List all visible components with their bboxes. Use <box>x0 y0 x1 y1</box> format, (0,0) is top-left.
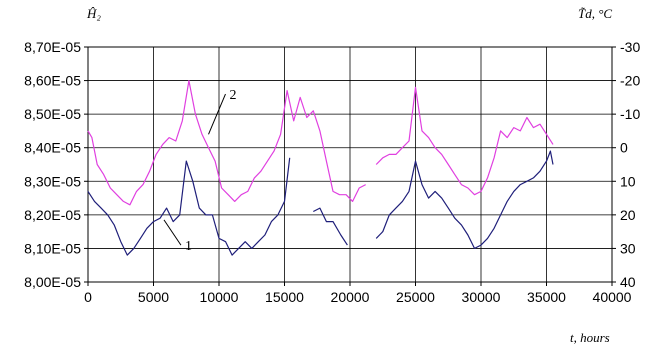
y-right-tick-label: 20 <box>620 207 636 223</box>
y-right-tick-label: -20 <box>620 73 640 89</box>
series-lines <box>87 79 554 256</box>
x-axis-title: t, hours <box>570 330 610 345</box>
callout-label: 1 <box>185 239 192 254</box>
grid <box>88 47 612 282</box>
y-left-tick-label: 8,70E-05 <box>24 39 81 55</box>
callouts: 12 <box>163 88 236 254</box>
y-left-axis-title: Ĥ₂ <box>86 6 101 21</box>
x-tick-label: 30000 <box>462 289 501 305</box>
series-1-line <box>313 207 348 246</box>
callout-label: 2 <box>229 88 236 103</box>
x-tick-label: 40000 <box>593 289 632 305</box>
y-left-tick-label: 8,50E-05 <box>24 106 81 122</box>
series-1-line <box>375 150 554 249</box>
y-left-tick-label: 8,60E-05 <box>24 73 81 89</box>
y-right-tick-label: -10 <box>620 106 640 122</box>
series-2-line <box>87 79 366 206</box>
x-tick-label: 15000 <box>265 289 304 305</box>
x-tick-label: 10000 <box>200 289 239 305</box>
y-left-tick-label: 8,00E-05 <box>24 274 81 290</box>
y-left-tick-label: 8,20E-05 <box>24 207 81 223</box>
y-left-tick-label: 8,30E-05 <box>24 173 81 189</box>
series-2-line <box>375 86 554 196</box>
y-right-tick-label: -30 <box>620 39 640 55</box>
x-tick-label: 25000 <box>396 289 435 305</box>
x-tick-label: 0 <box>84 289 92 305</box>
y-right-axis-title: T̃d, °C <box>578 6 612 21</box>
y-left-tick-labels: 8,00E-05 8,10E-05 8,20E-05 8,30E-05 8,40E-05… <box>24 39 88 290</box>
y-right-tick-label: 40 <box>620 274 636 290</box>
y-left-tick-label: 8,40E-05 <box>24 140 81 156</box>
x-tick-label: 5000 <box>138 289 169 305</box>
callout-leader-line <box>163 219 182 246</box>
series-1-line <box>87 157 291 256</box>
x-tick-labels: 0 5000 10000 15000 20000 25000 30000 35000 40000 <box>84 282 632 305</box>
x-tick-label: 35000 <box>527 289 566 305</box>
callout-leader-line <box>208 93 226 135</box>
y-left-tick-label: 8,10E-05 <box>24 240 81 256</box>
y-right-tick-labels: 40 30 20 10 0 -10 -20 -30 <box>612 39 640 290</box>
y-right-tick-label: 30 <box>620 240 636 256</box>
y-right-tick-label: 10 <box>620 173 636 189</box>
x-tick-label: 20000 <box>331 289 370 305</box>
y-right-tick-label: 0 <box>620 140 628 156</box>
